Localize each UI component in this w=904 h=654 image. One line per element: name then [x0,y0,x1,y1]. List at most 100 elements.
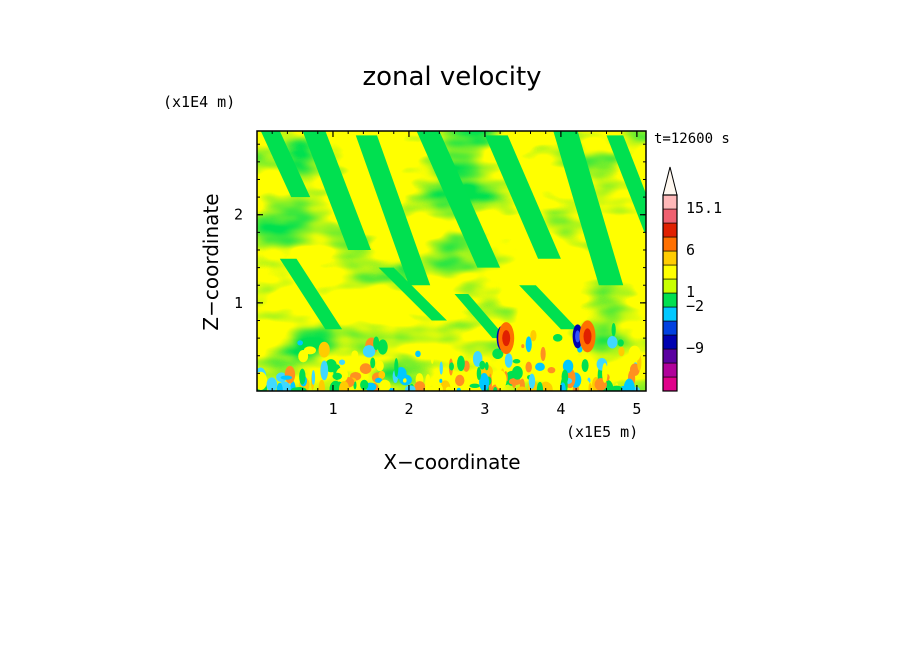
field-band [302,131,371,250]
turbulence-cell [536,381,544,391]
turbulence-cell [618,346,625,357]
turbulence-cell [492,348,504,360]
field-band [416,131,501,268]
colorbar-segment [662,348,678,364]
colorbar-segment [662,362,678,378]
turbulence-cell [280,375,293,380]
turbulence-cell [434,383,444,391]
turbulence-cell [511,366,523,380]
turbulence-cell [562,359,574,373]
colorbar-label: 1 [686,283,695,301]
turbulence-cell [476,367,482,381]
positive-extreme-core [502,330,511,347]
turbulence-cell [494,370,507,390]
field-extremes-layer [496,320,596,355]
turbulence-cell [415,350,421,358]
x-axis-title: X−coordinate [383,450,520,474]
turbulence-cell [607,336,618,349]
field-band [484,135,561,259]
turbulence-cell [521,344,525,349]
turbulence-cell [362,345,376,358]
colorbar-segment [662,222,678,238]
turbulence-cell [493,387,498,391]
turbulence-cell [320,360,329,381]
colorbar-label: 6 [686,241,695,259]
turbulence-cell [564,345,576,361]
field-band [553,131,624,286]
positive-extreme-core [583,328,592,345]
field-band [260,131,311,198]
y-axis-title: Z−coordinate [199,193,223,330]
turbulence-cell [479,360,486,370]
y-axis: 12 [234,143,646,374]
y-unit-label: (x1E4 m) [163,93,235,111]
turbulence-cell [414,381,426,391]
colorbar: 15.1 6 1−2 −9 [662,166,722,392]
turbulence-cell [445,386,452,391]
x-tick-label: 3 [480,400,489,418]
turbulence-cell [525,361,532,373]
turbulence-cell [318,379,326,391]
turbulence-cell [455,374,465,387]
turbulence-cell [512,359,521,364]
turbulence-cell [528,373,536,389]
turbulence-cell [439,361,443,375]
turbulence-cell [379,379,391,391]
colorbar-segment [662,208,678,224]
turbulence-cell [430,350,434,364]
field-band [378,267,447,321]
y-tick-label: 1 [234,294,243,312]
turbulence-cell [610,364,624,382]
turbulence-cell [617,339,624,347]
turbulence-cell [311,370,316,385]
field-band-layer [260,131,646,339]
turbulence-cell [484,361,489,371]
turbulence-cell [284,365,296,384]
field-band [606,135,646,233]
turbulence-cell [299,368,306,385]
turbulence-cell [456,387,461,391]
turbulence-cell [602,362,608,383]
colorbar-segment [662,320,678,336]
plot-frame [256,130,647,392]
colorbar-segment [662,250,678,266]
field-band [519,285,578,330]
turbulence-cell [338,380,350,391]
turbulence-cell [377,339,388,355]
turbulence-cell [540,346,546,362]
turbulence-cell [394,358,399,377]
turbulence-cell [439,378,443,383]
turbulence-cell [504,353,513,368]
turbulence-cell [338,359,346,365]
turbulence-cell [360,379,369,390]
turbulence-cell [552,334,563,342]
turbulence-cell [374,377,383,383]
chart-title: zonal velocity [362,62,541,92]
negative-extreme-core [575,330,581,343]
velocity-field [257,131,646,391]
colorbar-segment [662,306,678,322]
turbulence-cell [479,373,490,391]
colorbar-arrow [662,166,678,196]
colorbar-label: −9 [686,339,704,357]
colorbar-label: 15.1 [686,199,722,217]
turbulence-cell [318,341,330,358]
turbulence-cell [547,367,556,374]
turbulence-cell [375,360,384,372]
colorbar-segment [662,194,678,210]
turbulence-cell [359,363,372,374]
turbulence-cell [611,322,616,337]
turbulence-cell [512,379,516,389]
x-tick-label: 2 [404,400,413,418]
field-band [355,135,431,286]
colorbar-segment [662,376,678,392]
colorbar-frame [662,194,678,392]
turbulence-cell [610,385,623,391]
turbulence-cell [266,377,278,391]
turbulence-cell [628,345,641,362]
colorbar-segment [662,236,678,252]
colorbar-segment [662,264,678,280]
turbulence-cell [373,336,380,351]
x-axis: 1 2 3 4 5 [271,131,641,418]
turbulence-cell [561,369,569,385]
